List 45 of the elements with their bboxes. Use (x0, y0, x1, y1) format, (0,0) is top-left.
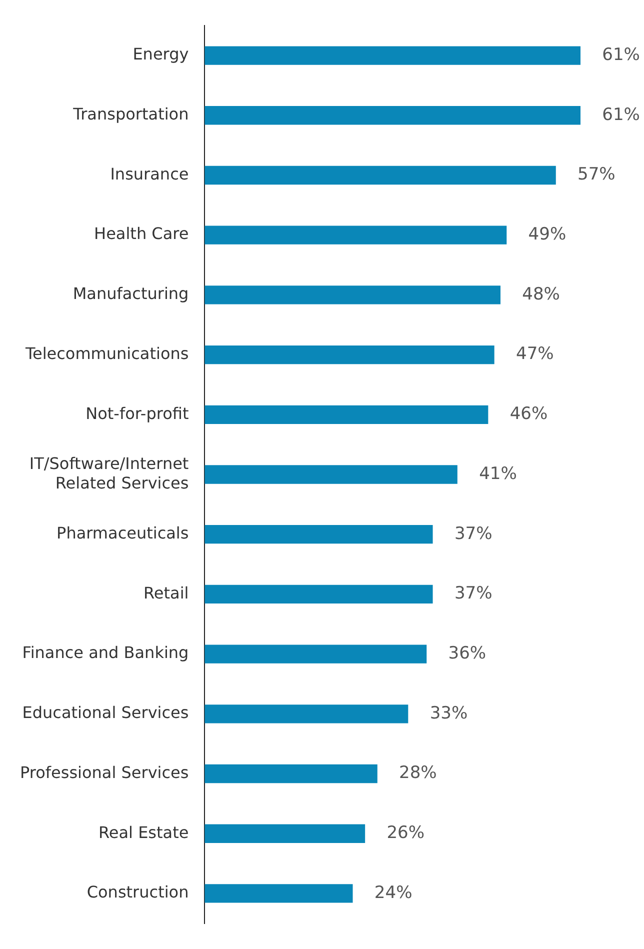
y-tick-label: Insurance (110, 164, 189, 184)
bar (204, 525, 433, 544)
data-label: 28% (399, 763, 437, 784)
y-tick-label: Construction (86, 882, 189, 902)
y-tick-label: Professional Services (20, 762, 189, 782)
bar (204, 584, 433, 604)
data-label: 49% (528, 224, 566, 245)
data-label: 46% (510, 404, 548, 424)
data-label: 37% (454, 584, 492, 604)
y-tick-label: Health Care (94, 224, 189, 244)
data-label: 36% (448, 643, 486, 664)
bar (204, 644, 427, 664)
data-label: 61% (602, 104, 640, 125)
data-label: 33% (430, 703, 468, 724)
y-tick-label: Pharmaceuticals (56, 524, 189, 543)
data-label: 24% (374, 882, 412, 903)
data-label: 57% (578, 164, 616, 185)
bar (204, 405, 488, 424)
y-tick-label: Real Estate (98, 822, 189, 842)
y-tick-label: Telecommunications (24, 344, 189, 363)
bar (204, 46, 580, 65)
bar (204, 704, 408, 724)
data-label: 48% (522, 284, 560, 304)
bar (204, 884, 353, 903)
bar (204, 226, 507, 244)
y-tick-label: Energy (132, 44, 189, 64)
bar (204, 764, 378, 784)
y-tick-label: Educational Services (22, 703, 189, 722)
bar (204, 465, 458, 484)
data-label: 37% (454, 524, 492, 544)
y-tick-label: Transportation (72, 104, 189, 124)
y-tick-label: Not-for-profit (86, 404, 189, 423)
bar (204, 166, 556, 185)
y-tick-label: Retail (143, 583, 189, 602)
bar (204, 106, 580, 125)
bar (204, 345, 494, 364)
y-tick-label: Manufacturing (72, 284, 189, 304)
data-label: 61% (602, 44, 640, 65)
bar (204, 824, 366, 843)
y-tick-label: IT/Software/Internet Related Services (29, 454, 189, 492)
data-label: 41% (479, 464, 517, 484)
data-label: 47% (516, 344, 554, 364)
data-label: 26% (386, 823, 425, 844)
y-tick-label: Finance and Banking (22, 643, 189, 662)
bar (204, 286, 500, 304)
